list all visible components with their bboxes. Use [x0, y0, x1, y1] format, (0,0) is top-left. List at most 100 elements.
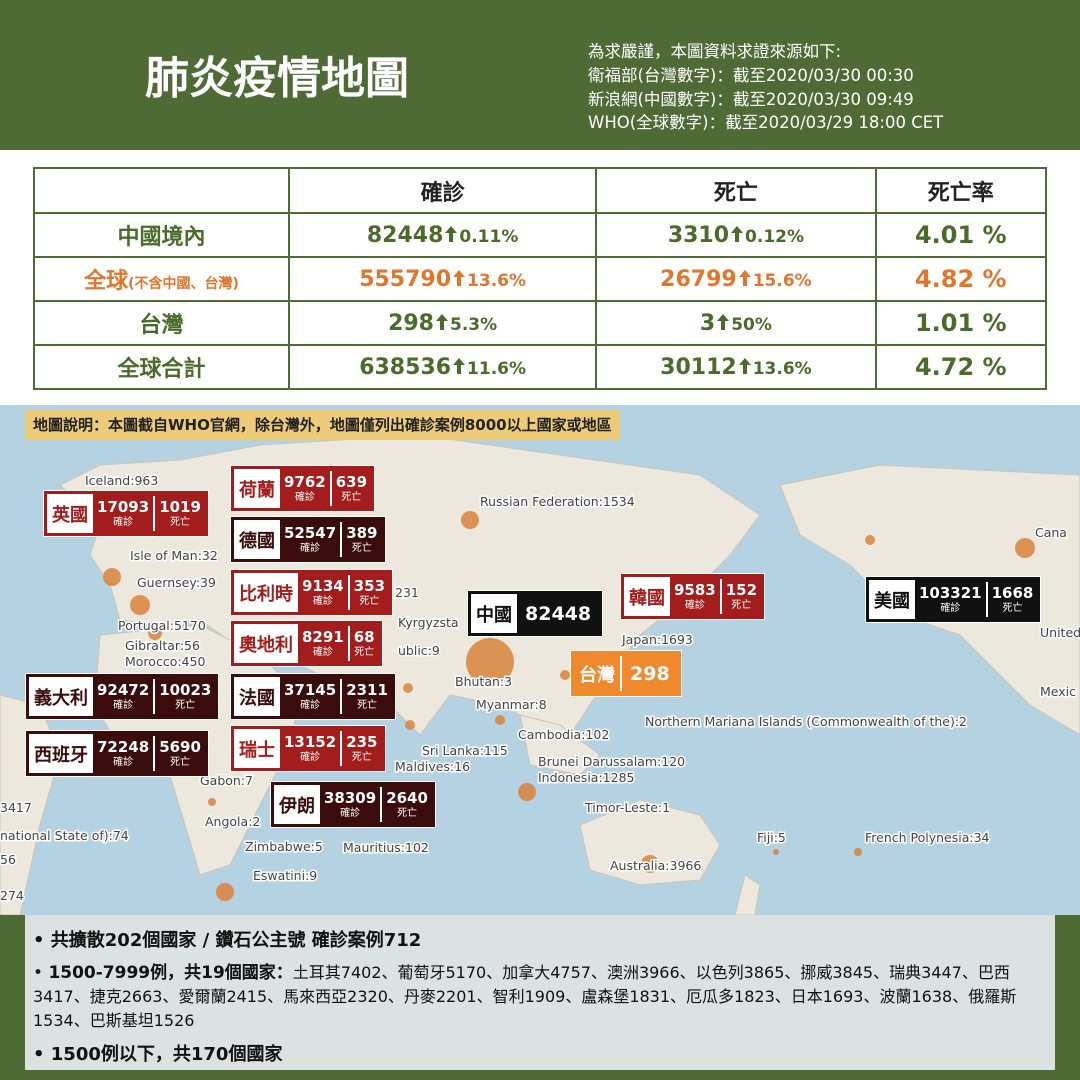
confirmed-label: 確診	[300, 751, 321, 763]
map-label: 231	[395, 585, 419, 600]
map-label: Gibraltar:56	[125, 638, 200, 653]
confirmed-value: 638536	[359, 354, 452, 380]
country-callout: 伊朗 38309 確診 2640 死亡	[270, 781, 436, 828]
deaths-label: 死亡	[731, 599, 752, 611]
country-name: 義大利	[29, 677, 93, 716]
row-label: 台灣	[33, 300, 290, 346]
country-callout: 義大利 92472 確診 10023 死亡	[25, 673, 220, 720]
divider	[985, 582, 988, 617]
arrow-shape	[731, 225, 744, 242]
bullet-text: 1500例以下，共170個國家	[50, 1044, 283, 1065]
confirmed-value: 17093	[97, 497, 150, 516]
rate-cell: 4.01 %	[874, 212, 1048, 258]
confirmed-value: 298	[388, 310, 434, 336]
map-label: Sri Lanka:115	[422, 743, 508, 758]
rate-value: 1.01 %	[914, 309, 1007, 337]
confirmed-cell: 37145 確診	[280, 682, 340, 711]
deaths-value: 68	[353, 627, 375, 646]
map-label: Guernsey:39	[137, 575, 216, 590]
row-label-note: (不含中國、台灣)	[128, 276, 239, 292]
map-label: Mexic	[1040, 684, 1076, 699]
deaths-value: 30112	[660, 354, 737, 380]
map-label: Iceland:963	[85, 473, 158, 488]
up-arrow	[731, 225, 744, 242]
deaths-cell: 1019 死亡	[155, 497, 205, 528]
bullet-detail: 土耳其7402、葡萄牙5170、加拿大4757、澳洲3966、以色列3865、挪…	[33, 963, 1017, 1030]
confirmed-label: 確診	[300, 542, 321, 554]
confirmed-label: 確診	[113, 756, 134, 768]
up-arrow	[738, 357, 751, 374]
header-cell: 死亡	[595, 167, 877, 214]
country-name: 美國	[869, 580, 915, 619]
deaths-value: 1019	[159, 497, 201, 516]
country-callout: 比利時 9134 確診 353 死亡	[230, 569, 394, 616]
confirmed-cell: 9583 確診	[670, 580, 720, 611]
row-label-text: 中國境內	[117, 225, 206, 250]
confirmed-value: 82448	[366, 222, 444, 248]
confirmed-cell: 72248 確診	[93, 739, 153, 768]
confirmed-label: 確診	[684, 599, 705, 611]
map-label: Gabon:7	[200, 773, 253, 788]
deaths-change: 50%	[731, 314, 772, 335]
arrow-shape	[445, 225, 458, 242]
up-arrow	[453, 357, 466, 374]
map: Iceland:963 Isle of Man:32 Guernsey:39 Port…	[0, 405, 1080, 915]
divider	[340, 731, 343, 766]
map-label: Timor-Leste:1	[584, 800, 670, 815]
confirmed-cell: 13152 確診	[280, 732, 340, 763]
country-name: 比利時	[234, 573, 298, 612]
divider	[340, 679, 343, 714]
country-callout: 奧地利 8291 確診 68 死亡	[230, 620, 383, 667]
divider	[620, 656, 622, 691]
map-label: Bhutan:3	[455, 674, 512, 689]
country-callout: 英國 17093 確診 1019 死亡	[43, 490, 209, 537]
confirmed-value: 8291	[302, 627, 344, 646]
source-note: 為求嚴謹，本圖資料求證來源如下:	[588, 42, 842, 61]
confirmed-value: 9583	[674, 580, 716, 599]
confirmed-label: 確診	[940, 602, 961, 614]
divider	[347, 575, 350, 610]
up-arrow	[738, 269, 751, 286]
arrow-shape	[717, 313, 730, 330]
confirmed-cell: 638536 11.6%	[287, 344, 598, 390]
up-arrow	[445, 225, 458, 242]
confirmed-cell: 92472 確診	[93, 682, 153, 711]
deaths-value: 10023	[159, 680, 212, 699]
map-label: Portugal:5170	[118, 618, 206, 633]
divider	[153, 736, 156, 771]
confirmed-change: 13.6%	[467, 270, 527, 291]
stats-table: 確診 死亡 死亡率 中國境內 82448 0.11% 3310 0.12% 4.01 % 全…	[33, 167, 1048, 390]
confirmed-value: 13152	[284, 732, 337, 751]
country-name: 瑞士	[234, 729, 280, 768]
deaths-value: 235	[346, 732, 378, 751]
country-name: 英國	[47, 494, 93, 533]
bullet-text: 1500-7999例，共19個國家：	[48, 963, 293, 983]
row-label: 全球合計	[33, 344, 290, 390]
deaths-cell: 30112 13.6%	[595, 344, 877, 390]
map-label: United	[1040, 625, 1080, 640]
country-callout: 法國 37145 確診 2311 死亡	[230, 673, 396, 720]
country-callout: 西班牙 72248 確診 5690 死亡	[25, 730, 209, 777]
divider	[340, 522, 343, 557]
country-name: 中國	[471, 594, 517, 633]
map-label: Maldives:16	[395, 759, 470, 774]
country-name: 奧地利	[234, 624, 298, 663]
arrow-shape	[453, 269, 466, 286]
row-label-text: 全球合計	[117, 357, 206, 382]
up-arrow	[436, 313, 448, 330]
confirmed-cell: 103321 確診	[915, 585, 986, 614]
map-note: 地圖說明：本圖截自WHO官網，除台灣外，地圖僅列出確診案例8000以上國家或地區	[25, 410, 620, 440]
confirmed-label: 確診	[312, 595, 333, 607]
confirmed-change: 11.6%	[467, 358, 527, 379]
confirmed-cell: 82448 0.11%	[287, 212, 598, 258]
country-callout: 德國 52547 確診 389 死亡	[230, 516, 386, 563]
deaths-label: 死亡	[397, 807, 418, 819]
country-name: 西班牙	[29, 734, 93, 773]
deaths-cell: 10023 死亡	[155, 680, 215, 711]
country-callout: 中國 82448	[467, 590, 604, 637]
map-label: 56	[0, 852, 16, 867]
map-label: ublic:9	[398, 643, 440, 658]
rate-cell: 1.01 %	[874, 300, 1048, 346]
deaths-value: 5690	[159, 737, 201, 756]
